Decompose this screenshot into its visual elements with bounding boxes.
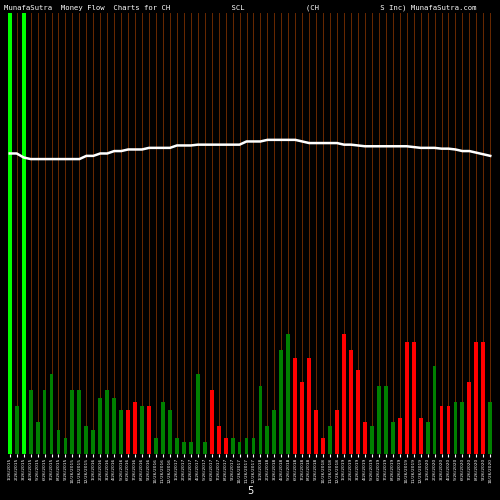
Bar [432, 366, 436, 454]
Bar [266, 426, 270, 454]
Bar [252, 438, 256, 454]
Bar [161, 402, 165, 454]
Bar [405, 342, 408, 454]
Bar [36, 422, 40, 454]
Bar [98, 398, 102, 454]
Bar [328, 426, 332, 454]
Bar [335, 410, 339, 454]
Bar [370, 426, 374, 454]
Bar [418, 418, 422, 454]
Bar [112, 398, 116, 454]
Bar [488, 402, 492, 454]
Bar [42, 390, 46, 454]
Bar [78, 390, 82, 454]
Bar [321, 438, 325, 454]
Bar [294, 358, 297, 454]
Bar [210, 390, 214, 454]
Bar [460, 402, 464, 454]
Text: MunafaSutra  Money Flow  Charts for CH              SCL              (CH        : MunafaSutra Money Flow Charts for CH SCL… [4, 4, 476, 10]
Bar [140, 406, 144, 454]
Bar [314, 410, 318, 454]
Bar [106, 390, 109, 454]
Bar [356, 370, 360, 454]
Bar [238, 442, 242, 454]
Bar [147, 406, 151, 454]
Bar [446, 406, 450, 454]
Bar [426, 422, 430, 454]
Bar [133, 402, 137, 454]
Bar [182, 442, 186, 454]
Bar [272, 410, 276, 454]
Bar [349, 350, 353, 454]
Bar [440, 406, 444, 454]
Bar [92, 430, 95, 454]
Bar [203, 442, 206, 454]
Bar [64, 438, 68, 454]
Bar [308, 358, 311, 454]
Bar [126, 410, 130, 454]
Bar [175, 438, 179, 454]
Bar [474, 342, 478, 454]
X-axis label: 5: 5 [247, 486, 253, 496]
Bar [412, 342, 416, 454]
Bar [224, 438, 228, 454]
Bar [8, 14, 12, 454]
Bar [196, 374, 200, 454]
Bar [28, 390, 32, 454]
Bar [377, 386, 381, 454]
Bar [22, 398, 26, 454]
Bar [454, 402, 458, 454]
Bar [230, 438, 234, 454]
Bar [8, 278, 12, 454]
Bar [280, 350, 283, 454]
Bar [84, 426, 88, 454]
Bar [189, 442, 192, 454]
Bar [56, 430, 60, 454]
Bar [468, 382, 471, 454]
Bar [15, 406, 18, 454]
Bar [119, 410, 123, 454]
Bar [300, 382, 304, 454]
Bar [50, 374, 54, 454]
Bar [168, 410, 172, 454]
Bar [258, 386, 262, 454]
Bar [286, 334, 290, 454]
Bar [391, 422, 394, 454]
Bar [70, 390, 74, 454]
Bar [482, 342, 485, 454]
Bar [384, 386, 388, 454]
Bar [154, 438, 158, 454]
Bar [398, 418, 402, 454]
Bar [216, 426, 220, 454]
Bar [244, 438, 248, 454]
Bar [363, 422, 367, 454]
Bar [22, 14, 26, 454]
Bar [342, 334, 346, 454]
